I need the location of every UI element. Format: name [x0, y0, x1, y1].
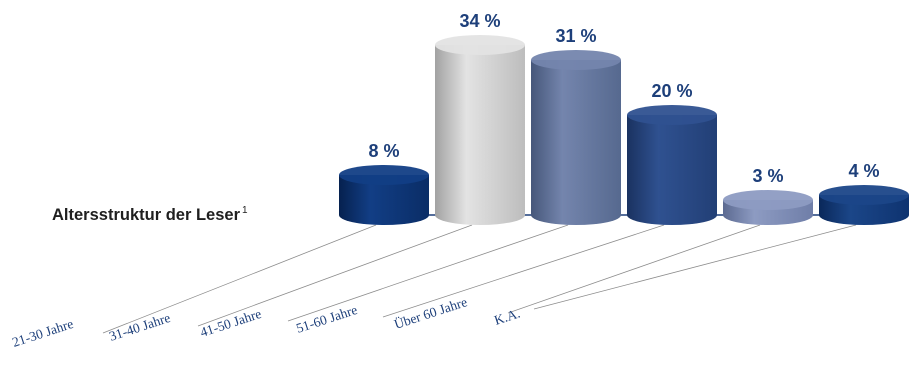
- leader-line: [382, 224, 665, 318]
- category-label: 31-40 Jahre: [107, 310, 172, 344]
- value-label: 8 %: [368, 141, 399, 161]
- bar-body: [339, 175, 429, 225]
- title-footnote-mark: 1: [242, 205, 248, 216]
- bar-body: [435, 45, 525, 225]
- category-label: 41-50 Jahre: [198, 306, 263, 340]
- value-label: 20 %: [651, 81, 692, 101]
- category-label: 21-30 Jahre: [10, 316, 75, 350]
- bar-group: [339, 35, 909, 225]
- bar: [723, 190, 813, 225]
- value-label: 3 %: [752, 166, 783, 186]
- bar: [531, 50, 621, 225]
- category-leader-lines: [102, 224, 857, 334]
- bar-body: [627, 115, 717, 225]
- value-label-group: 8 % 34 % 31 % 20 % 3 % 4 %: [368, 11, 879, 186]
- leader-line: [102, 224, 377, 334]
- leader-line: [507, 224, 761, 314]
- leader-line: [287, 224, 569, 322]
- category-label-group: 21-30 Jahre 31-40 Jahre 41-50 Jahre 51-60 J…: [10, 294, 522, 350]
- leader-line: [533, 224, 857, 310]
- bar: [627, 105, 717, 225]
- bar-top: [819, 185, 909, 205]
- value-label: 34 %: [459, 11, 500, 31]
- value-label: 31 %: [555, 26, 596, 46]
- bar: [339, 165, 429, 225]
- bar-top: [339, 165, 429, 185]
- category-label: K.A.: [492, 305, 522, 327]
- leader-line: [197, 224, 473, 327]
- bar-body: [531, 60, 621, 225]
- category-label: Über 60 Jahre: [392, 294, 469, 332]
- bar-top: [531, 50, 621, 70]
- value-label: 4 %: [848, 161, 879, 181]
- chart-title: Altersstruktur der Leser 1: [52, 205, 248, 224]
- category-label: 51-60 Jahre: [294, 302, 359, 336]
- bar: [435, 35, 525, 225]
- bar-top: [435, 35, 525, 55]
- bar-top: [723, 190, 813, 210]
- bar: [819, 185, 909, 225]
- bar-top: [627, 105, 717, 125]
